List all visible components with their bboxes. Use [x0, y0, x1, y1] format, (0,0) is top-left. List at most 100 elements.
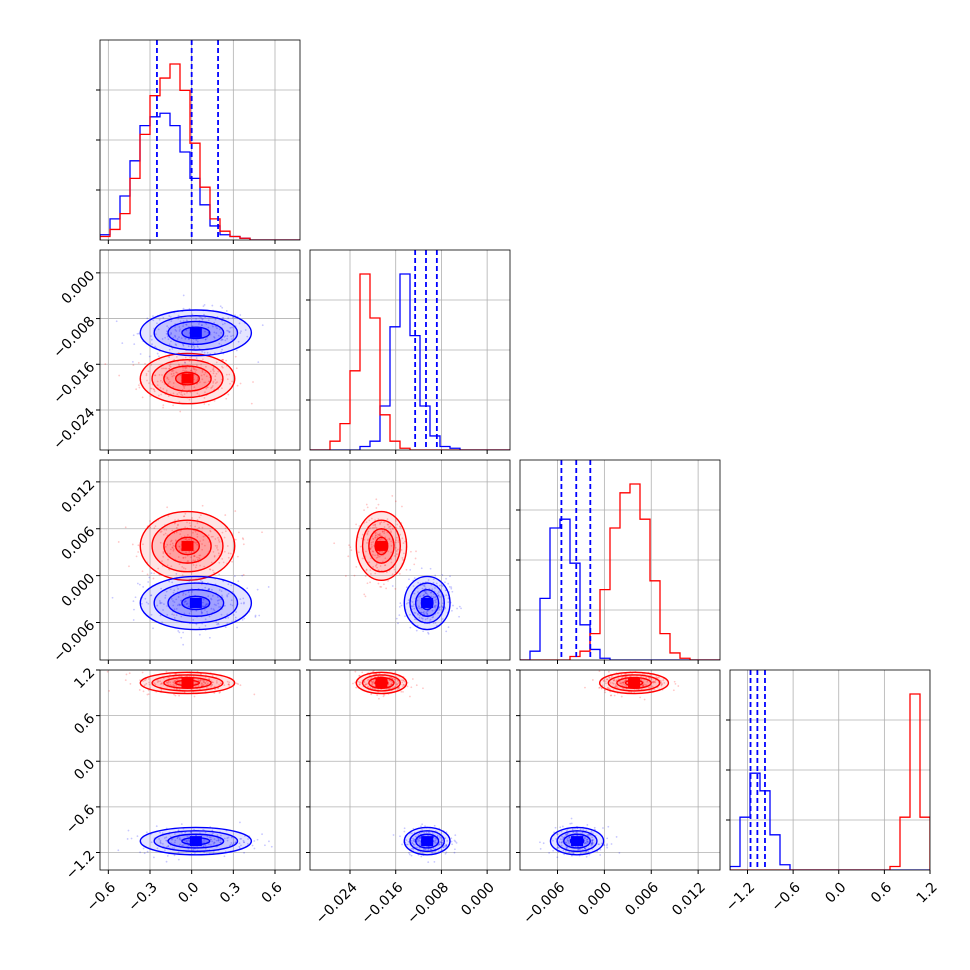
scatter-point: [168, 348, 171, 351]
scatter-point: [194, 525, 197, 528]
scatter-point: [165, 839, 167, 842]
scatter-point: [398, 686, 401, 689]
scatter-point: [575, 831, 578, 834]
scatter-point: [142, 690, 145, 693]
scatter-point: [165, 846, 168, 849]
scatter-point: [448, 585, 451, 588]
scatter-point: [444, 846, 446, 849]
scatter-point: [372, 670, 375, 672]
scatter-point: [428, 831, 430, 834]
scatter-point: [450, 587, 453, 590]
scatter-point: [439, 841, 442, 843]
scatter-point: [216, 327, 218, 330]
scatter-point: [230, 584, 233, 587]
scatter-point: [148, 681, 150, 684]
scatter-point: [223, 855, 226, 858]
scatter-point: [138, 386, 141, 389]
scatter-point: [416, 839, 419, 841]
scatter-point: [365, 683, 368, 686]
scatter-point: [445, 845, 448, 847]
scatter-point: [400, 679, 403, 682]
y-tick-label: 0.0: [71, 756, 98, 783]
scatter-point: [191, 370, 194, 373]
scatter-point: [210, 598, 213, 601]
scatter-point: [171, 581, 174, 584]
scatter-point: [215, 839, 218, 842]
scatter-point: [423, 593, 426, 596]
scatter-point: [150, 335, 152, 337]
scatter-point: [649, 674, 652, 676]
scatter-point: [212, 535, 214, 538]
scatter-point: [185, 323, 187, 326]
scatter-point: [539, 847, 542, 850]
scatter-point: [165, 367, 168, 370]
scatter-point: [203, 351, 206, 354]
scatter-point: [370, 676, 373, 679]
scatter-point: [568, 836, 571, 838]
scatter-point: [371, 682, 374, 685]
scatter-point: [212, 608, 215, 611]
scatter-point: [227, 683, 230, 686]
scatter-point: [178, 838, 181, 841]
scatter-point: [456, 607, 459, 610]
scatter-point: [178, 603, 180, 606]
scatter-point: [152, 319, 155, 322]
scatter-point: [218, 684, 221, 686]
scatter-point: [149, 594, 152, 597]
scatter-point: [167, 558, 169, 561]
scatter-point: [174, 539, 177, 542]
scatter-point: [391, 527, 394, 530]
scatter-point: [218, 540, 221, 543]
scatter-point: [172, 604, 175, 607]
scatter-point: [189, 578, 192, 581]
scatter-point: [229, 326, 232, 329]
scatter-point: [411, 601, 414, 603]
scatter-point: [139, 353, 142, 355]
scatter-point: [213, 841, 216, 844]
scatter-point: [419, 837, 421, 840]
scatter-point: [427, 579, 430, 581]
scatter-point: [239, 837, 242, 840]
scatter-point: [186, 845, 189, 848]
scatter-point: [211, 588, 213, 591]
scatter-point: [182, 343, 185, 346]
scatter-point: [353, 574, 356, 577]
scatter-point: [378, 534, 381, 537]
scatter-point: [369, 581, 371, 584]
scatter-point: [193, 378, 195, 381]
scatter-point: [434, 604, 437, 607]
scatter-point: [395, 682, 398, 685]
scatter-point: [205, 375, 208, 378]
density-peak: [189, 836, 202, 847]
scatter-point: [183, 601, 186, 604]
scatter-point: [173, 616, 176, 619]
scatter-point: [203, 544, 206, 547]
scatter-point: [440, 841, 443, 844]
scatter-point: [431, 831, 434, 834]
scatter-point: [190, 369, 193, 372]
scatter-point: [239, 821, 241, 824]
scatter-point: [201, 543, 203, 545]
scatter-point: [422, 630, 425, 633]
scatter-point: [384, 557, 387, 560]
scatter-point: [415, 550, 417, 553]
scatter-point: [394, 546, 397, 549]
scatter-point: [166, 854, 169, 857]
scatter-point: [438, 608, 441, 611]
scatter-point: [412, 842, 414, 845]
scatter-point: [182, 567, 185, 569]
scatter-point: [166, 613, 169, 616]
scatter-point: [562, 836, 565, 839]
scatter-point: [129, 682, 132, 685]
scatter-point: [185, 603, 188, 606]
scatter-point: [137, 551, 140, 553]
density-peak: [375, 540, 388, 551]
scatter-point: [170, 340, 172, 343]
scatter-point: [126, 838, 129, 840]
scatter-point: [445, 630, 448, 633]
scatter-point: [219, 839, 222, 841]
scatter-point: [388, 687, 391, 690]
scatter-point: [589, 843, 592, 845]
scatter-point: [426, 612, 429, 615]
scatter-point: [615, 685, 618, 688]
